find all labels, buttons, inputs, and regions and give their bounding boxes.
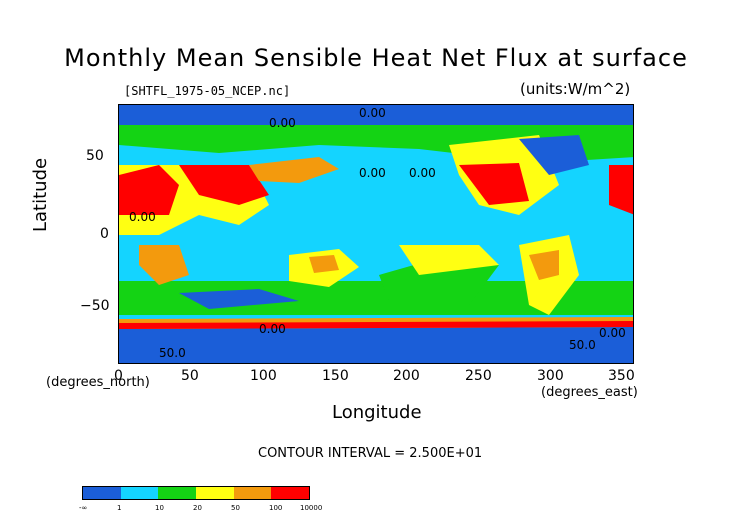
colorbar-label: 20 [193,504,202,512]
colorbar-label: -∞ [79,504,88,512]
x-tick-label: 350 [608,368,635,384]
arctic-band [119,105,633,125]
contour-label: 0.00 [359,166,386,180]
southern-africa [139,245,189,285]
contour-label: 0.00 [129,210,156,224]
contour-label: 0.00 [259,322,286,336]
sahara-hot [119,165,179,215]
contour-label: 50.0 [159,346,186,360]
pacific-yellow [399,245,499,275]
map-canvas: 0.00 0.00 0.00 0.00 0.00 0.00 50.0 50.0 … [119,105,633,363]
middle-east-hot [179,165,269,205]
south-blue-patch [179,289,299,309]
flux-map: 0.00 0.00 0.00 0.00 0.00 0.00 50.0 50.0 … [118,104,634,364]
colorbar-swatch [120,487,159,499]
canada-cool [519,135,589,175]
y-axis-unit: (degrees_north) [46,375,150,390]
contour-label: 0.00 [409,166,436,180]
south-green-belt [119,281,633,315]
contour-interval-text: CONTOUR INTERVAL = 2.500E+01 [258,446,483,461]
east-edge-hot [609,165,633,215]
colorbar [82,486,310,500]
y-axis-label: Latitude [30,157,51,232]
contour-labels: 0.00 0.00 0.00 0.00 0.00 0.00 50.0 50.0 … [129,106,626,360]
x-tick-label: 200 [393,368,420,384]
units-label: (units:W/m^2) [520,80,631,98]
x-axis-label: Longitude [332,402,422,423]
contour-label: 0.00 [359,106,386,120]
y-tick-label: 0 [100,226,109,242]
x-axis-unit: (degrees_east) [541,385,638,400]
y-tick-label: 50 [86,148,104,164]
contour-label: 0.00 [599,326,626,340]
x-tick-label: 250 [465,368,492,384]
x-tick-label: 150 [322,368,349,384]
antarctic-edge-red [119,321,633,329]
x-tick-label: 100 [250,368,277,384]
central-asia [249,157,339,183]
contour-label: 50.0 [569,338,596,352]
colorbar-label: 50 [231,504,240,512]
y-tick-label: −50 [80,298,110,314]
colorbar-label: 10 [155,504,164,512]
colorbar-label: 10000 [300,504,323,512]
x-tick-label: 300 [537,368,564,384]
south-america-hot [529,250,559,280]
source-filename: [SHTFL_1975-05_NCEP.nc] [124,84,291,98]
colorbar-label: 100 [269,504,283,512]
colorbar-label: 1 [117,504,122,512]
colorbar-swatch [233,487,272,499]
colorbar-swatch [271,487,310,499]
australia-hot [309,255,339,273]
contour-label: 0.00 [269,116,296,130]
colorbar-swatch [196,487,234,499]
colorbar-swatch [83,487,121,499]
x-tick-label: 0 [114,368,123,384]
map-title: Monthly Mean Sensible Heat Net Flux at s… [64,44,688,72]
north-america-hot [459,163,529,205]
colorbar-swatch [158,487,197,499]
x-tick-label: 50 [181,368,199,384]
